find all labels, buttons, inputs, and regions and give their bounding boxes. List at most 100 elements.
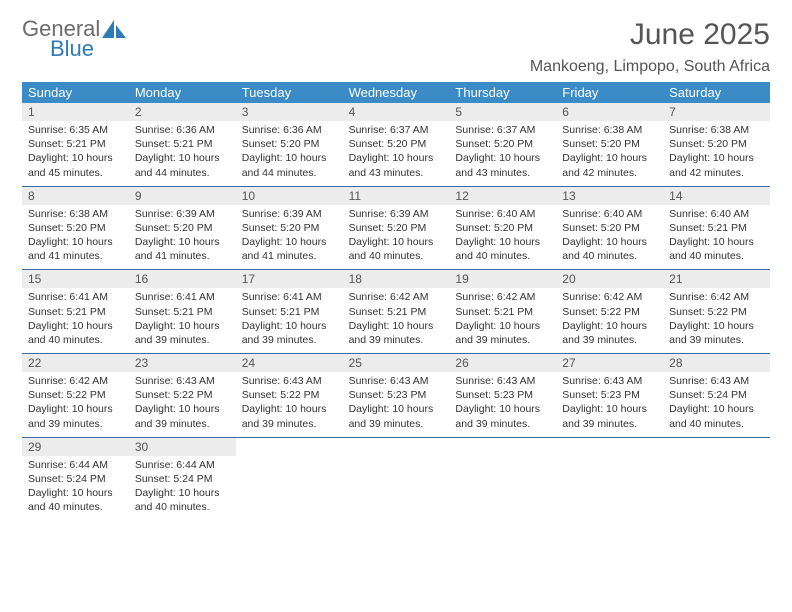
day-details: Sunrise: 6:36 AMSunset: 5:20 PMDaylight:…	[236, 121, 343, 186]
day-number: 1	[22, 103, 129, 121]
sunrise-line: Sunrise: 6:41 AM	[242, 290, 337, 304]
sunset-line: Sunset: 5:24 PM	[28, 472, 123, 486]
sunrise-line: Sunrise: 6:38 AM	[669, 123, 764, 137]
day-details: Sunrise: 6:41 AMSunset: 5:21 PMDaylight:…	[129, 288, 236, 353]
day-cell: 10Sunrise: 6:39 AMSunset: 5:20 PMDayligh…	[236, 187, 343, 270]
day-cell: 18Sunrise: 6:42 AMSunset: 5:21 PMDayligh…	[343, 270, 450, 353]
sunrise-line: Sunrise: 6:43 AM	[455, 374, 550, 388]
day-cell: 24Sunrise: 6:43 AMSunset: 5:22 PMDayligh…	[236, 354, 343, 437]
day-number: 23	[129, 354, 236, 372]
sunrise-line: Sunrise: 6:40 AM	[455, 207, 550, 221]
sunset-line: Sunset: 5:22 PM	[562, 305, 657, 319]
daylight-line: Daylight: 10 hours and 44 minutes.	[135, 151, 230, 179]
day-cell: 11Sunrise: 6:39 AMSunset: 5:20 PMDayligh…	[343, 187, 450, 270]
day-details: Sunrise: 6:43 AMSunset: 5:24 PMDaylight:…	[663, 372, 770, 437]
sunset-line: Sunset: 5:21 PM	[28, 137, 123, 151]
sunset-line: Sunset: 5:22 PM	[242, 388, 337, 402]
weekday-header: Wednesday	[343, 82, 450, 103]
day-cell: 4Sunrise: 6:37 AMSunset: 5:20 PMDaylight…	[343, 103, 450, 186]
day-cell	[556, 438, 663, 521]
daylight-line: Daylight: 10 hours and 40 minutes.	[562, 235, 657, 263]
day-cell: 22Sunrise: 6:42 AMSunset: 5:22 PMDayligh…	[22, 354, 129, 437]
daylight-line: Daylight: 10 hours and 41 minutes.	[242, 235, 337, 263]
sunrise-line: Sunrise: 6:40 AM	[669, 207, 764, 221]
day-details: Sunrise: 6:39 AMSunset: 5:20 PMDaylight:…	[129, 205, 236, 270]
sunset-line: Sunset: 5:20 PM	[562, 137, 657, 151]
daylight-line: Daylight: 10 hours and 39 minutes.	[349, 319, 444, 347]
daylight-line: Daylight: 10 hours and 39 minutes.	[349, 402, 444, 430]
day-cell: 30Sunrise: 6:44 AMSunset: 5:24 PMDayligh…	[129, 438, 236, 521]
week-row: 15Sunrise: 6:41 AMSunset: 5:21 PMDayligh…	[22, 269, 770, 353]
day-number: 18	[343, 270, 450, 288]
day-details: Sunrise: 6:42 AMSunset: 5:22 PMDaylight:…	[22, 372, 129, 437]
day-details: Sunrise: 6:43 AMSunset: 5:23 PMDaylight:…	[449, 372, 556, 437]
daylight-line: Daylight: 10 hours and 39 minutes.	[455, 402, 550, 430]
daylight-line: Daylight: 10 hours and 39 minutes.	[562, 319, 657, 347]
day-details: Sunrise: 6:43 AMSunset: 5:22 PMDaylight:…	[236, 372, 343, 437]
week-row: 1Sunrise: 6:35 AMSunset: 5:21 PMDaylight…	[22, 103, 770, 186]
logo-sail-icon	[102, 20, 128, 40]
sunrise-line: Sunrise: 6:38 AM	[562, 123, 657, 137]
logo-word-blue: Blue	[50, 38, 100, 60]
location: Mankoeng, Limpopo, South Africa	[530, 58, 770, 76]
day-number: 12	[449, 187, 556, 205]
day-number: 3	[236, 103, 343, 121]
sunset-line: Sunset: 5:22 PM	[135, 388, 230, 402]
day-details: Sunrise: 6:43 AMSunset: 5:22 PMDaylight:…	[129, 372, 236, 437]
day-number: 6	[556, 103, 663, 121]
weeks-container: 1Sunrise: 6:35 AMSunset: 5:21 PMDaylight…	[22, 103, 770, 520]
daylight-line: Daylight: 10 hours and 43 minutes.	[349, 151, 444, 179]
day-cell: 3Sunrise: 6:36 AMSunset: 5:20 PMDaylight…	[236, 103, 343, 186]
day-cell: 27Sunrise: 6:43 AMSunset: 5:23 PMDayligh…	[556, 354, 663, 437]
generalblue-logo: General Blue	[22, 18, 128, 60]
daylight-line: Daylight: 10 hours and 40 minutes.	[349, 235, 444, 263]
sunset-line: Sunset: 5:20 PM	[242, 221, 337, 235]
daylight-line: Daylight: 10 hours and 41 minutes.	[135, 235, 230, 263]
sunrise-line: Sunrise: 6:42 AM	[349, 290, 444, 304]
day-number: 30	[129, 438, 236, 456]
day-number: 20	[556, 270, 663, 288]
weekday-header: Friday	[556, 82, 663, 103]
day-details: Sunrise: 6:40 AMSunset: 5:20 PMDaylight:…	[556, 205, 663, 270]
week-row: 22Sunrise: 6:42 AMSunset: 5:22 PMDayligh…	[22, 353, 770, 437]
daylight-line: Daylight: 10 hours and 39 minutes.	[135, 402, 230, 430]
sunset-line: Sunset: 5:23 PM	[562, 388, 657, 402]
sunrise-line: Sunrise: 6:43 AM	[669, 374, 764, 388]
day-details: Sunrise: 6:38 AMSunset: 5:20 PMDaylight:…	[22, 205, 129, 270]
day-number: 7	[663, 103, 770, 121]
daylight-line: Daylight: 10 hours and 39 minutes.	[455, 319, 550, 347]
sunrise-line: Sunrise: 6:36 AM	[135, 123, 230, 137]
day-cell: 21Sunrise: 6:42 AMSunset: 5:22 PMDayligh…	[663, 270, 770, 353]
sunset-line: Sunset: 5:20 PM	[135, 221, 230, 235]
sunset-line: Sunset: 5:20 PM	[349, 221, 444, 235]
day-details: Sunrise: 6:40 AMSunset: 5:21 PMDaylight:…	[663, 205, 770, 270]
day-cell: 6Sunrise: 6:38 AMSunset: 5:20 PMDaylight…	[556, 103, 663, 186]
sunrise-line: Sunrise: 6:43 AM	[349, 374, 444, 388]
sunset-line: Sunset: 5:20 PM	[242, 137, 337, 151]
daylight-line: Daylight: 10 hours and 40 minutes.	[28, 486, 123, 514]
sunrise-line: Sunrise: 6:38 AM	[28, 207, 123, 221]
day-details: Sunrise: 6:42 AMSunset: 5:21 PMDaylight:…	[343, 288, 450, 353]
day-number: 25	[343, 354, 450, 372]
day-details: Sunrise: 6:41 AMSunset: 5:21 PMDaylight:…	[22, 288, 129, 353]
daylight-line: Daylight: 10 hours and 44 minutes.	[242, 151, 337, 179]
day-cell: 8Sunrise: 6:38 AMSunset: 5:20 PMDaylight…	[22, 187, 129, 270]
sunrise-line: Sunrise: 6:42 AM	[28, 374, 123, 388]
day-number: 27	[556, 354, 663, 372]
day-details: Sunrise: 6:43 AMSunset: 5:23 PMDaylight:…	[556, 372, 663, 437]
sunset-line: Sunset: 5:21 PM	[135, 305, 230, 319]
daylight-line: Daylight: 10 hours and 43 minutes.	[455, 151, 550, 179]
sunset-line: Sunset: 5:21 PM	[28, 305, 123, 319]
day-details: Sunrise: 6:43 AMSunset: 5:23 PMDaylight:…	[343, 372, 450, 437]
sunset-line: Sunset: 5:20 PM	[349, 137, 444, 151]
day-cell	[449, 438, 556, 521]
sunrise-line: Sunrise: 6:42 AM	[455, 290, 550, 304]
day-number: 22	[22, 354, 129, 372]
day-cell: 28Sunrise: 6:43 AMSunset: 5:24 PMDayligh…	[663, 354, 770, 437]
weekday-header: Sunday	[22, 82, 129, 103]
sunrise-line: Sunrise: 6:43 AM	[135, 374, 230, 388]
sunset-line: Sunset: 5:20 PM	[28, 221, 123, 235]
day-cell: 1Sunrise: 6:35 AMSunset: 5:21 PMDaylight…	[22, 103, 129, 186]
sunset-line: Sunset: 5:21 PM	[135, 137, 230, 151]
sunrise-line: Sunrise: 6:43 AM	[242, 374, 337, 388]
